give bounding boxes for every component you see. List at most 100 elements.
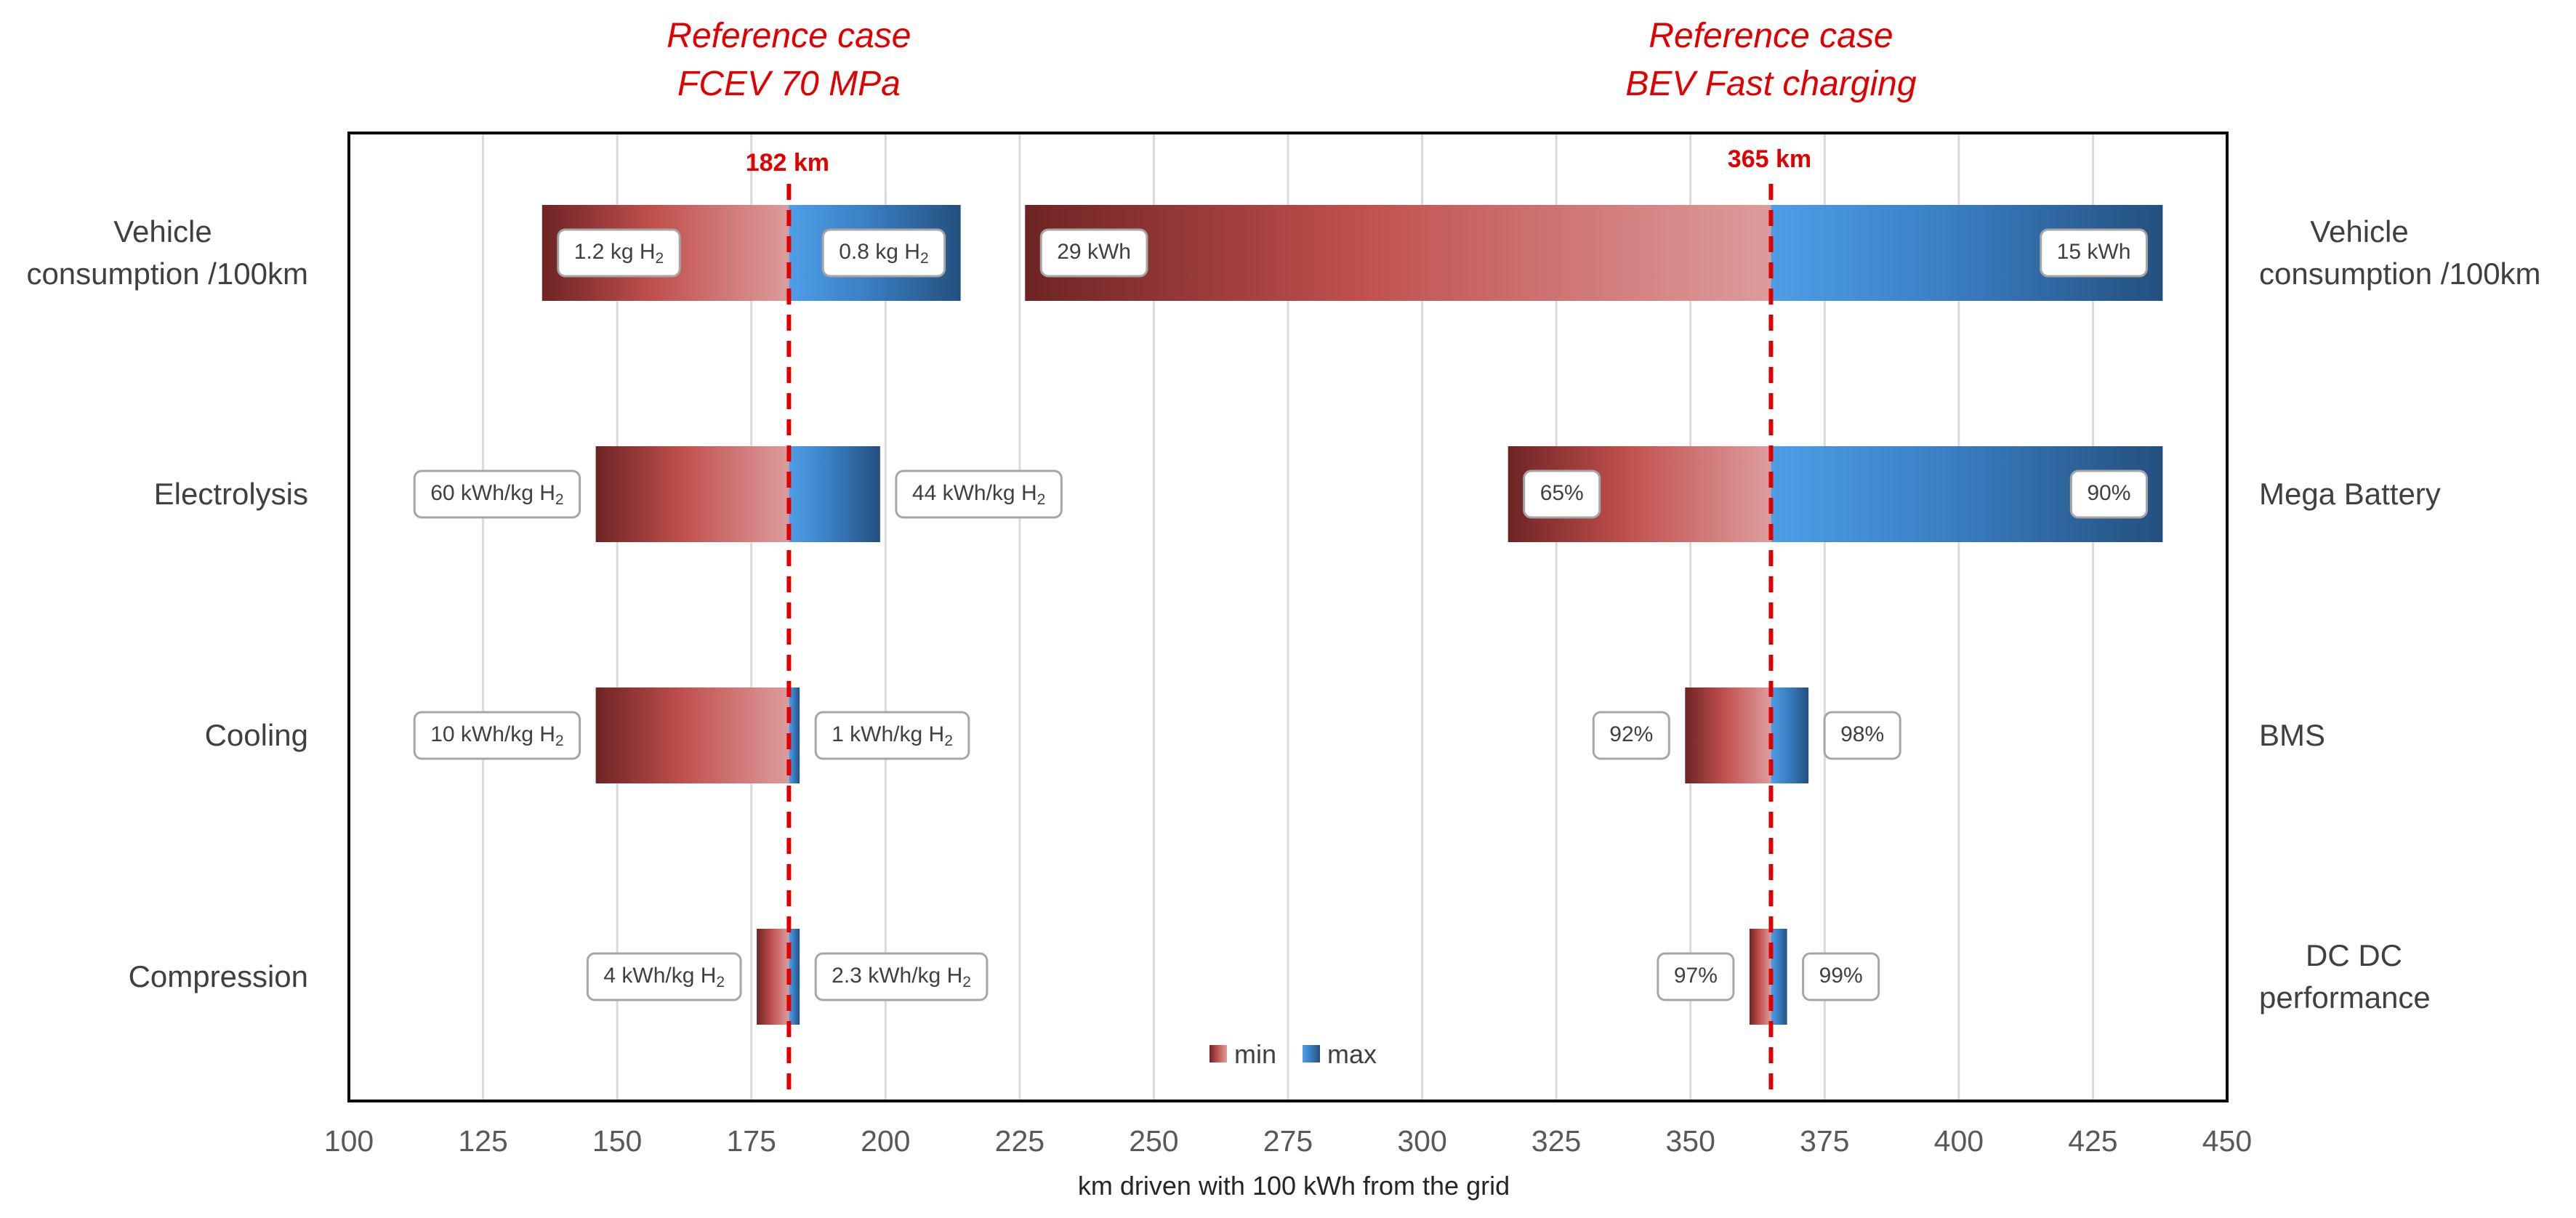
x-tick-label: 125	[458, 1124, 507, 1158]
x-tick-label: 200	[861, 1124, 910, 1158]
data-label-max: 99%	[1819, 964, 1863, 988]
data-label-min-box	[413, 469, 581, 519]
data-label-min-box	[413, 711, 581, 760]
bars	[542, 205, 2163, 1025]
data-label-max-box	[1802, 952, 1880, 1001]
data-label-min-group: 1.2 kg H2​	[557, 228, 681, 278]
x-tick-label: 375	[1800, 1124, 1849, 1158]
bar-max	[1771, 687, 1809, 783]
data-label-max: 98%	[1840, 722, 1884, 746]
bar-max	[1771, 929, 1787, 1025]
category-label: BMS	[2259, 718, 2325, 752]
data-label-min: 97%	[1674, 964, 1718, 988]
bar-max	[789, 929, 800, 1025]
bar-min	[595, 687, 789, 783]
category-label: performance	[2259, 980, 2431, 1015]
data-label-min-group: 4 kWh/kg H2​	[586, 952, 742, 1001]
x-tick-label: 175	[727, 1124, 776, 1158]
category-label: Vehicle	[113, 214, 212, 249]
reference-lines: 182 km Reference case FCEV 70 MPa 365 km Ref…	[667, 17, 1917, 1101]
x-tick-label: 450	[2202, 1124, 2252, 1158]
data-label-max-box	[2069, 469, 2148, 519]
plot-frame	[347, 132, 2229, 1102]
data-label-min: 29 kWh	[1057, 240, 1131, 264]
data-label-max-group: 15 kWh	[2040, 228, 2148, 278]
data-label-min-box	[557, 228, 681, 278]
data-label-max: 0.8 kg H2​	[839, 240, 928, 267]
category-label: DC DC	[2306, 938, 2402, 972]
data-label-min-group: 10 kWh/kg H2​	[413, 711, 581, 760]
data-label-min: 1.2 kg H2​	[574, 240, 664, 267]
data-label-min-group: 60 kWh/kg H2​	[413, 469, 581, 519]
x-tick-label: 275	[1263, 1124, 1313, 1158]
data-label-min-group: 97%	[1657, 952, 1735, 1001]
reference-title: Reference case	[667, 17, 911, 55]
data-label-min: 65%	[1540, 481, 1584, 505]
reference-subtitle: BEV Fast charging	[1625, 65, 1917, 103]
data-label-max: 15 kWh	[2057, 240, 2131, 264]
data-label-max-box	[814, 952, 989, 1001]
data-label-max-box	[814, 711, 970, 760]
data-label-min-group: 65%	[1523, 469, 1601, 519]
legend-swatch-min	[1209, 1045, 1227, 1062]
bar-max	[789, 687, 800, 783]
data-label-max: 1 kWh/kg H2​	[832, 722, 953, 749]
data-label-max: 44 kWh/kg H2​	[912, 481, 1045, 508]
category-label: consumption /100km	[26, 257, 308, 291]
x-tick-label: 425	[2068, 1124, 2117, 1158]
data-label-max: 2.3 kWh/kg H2​	[832, 964, 971, 991]
data-label-min-box	[1592, 711, 1670, 760]
bar-max	[789, 446, 880, 542]
legend: min max	[1209, 1039, 1377, 1069]
data-labels: 1.2 kg H2​ 0.8 kg H2​ Vehicle consumption /…	[26, 214, 2540, 1015]
data-label-max-box	[1823, 711, 1901, 760]
bar-min	[1749, 929, 1771, 1025]
reference-subtitle: FCEV 70 MPa	[677, 65, 901, 103]
data-label-min-box	[1657, 952, 1735, 1001]
data-label-max-group: 2.3 kWh/kg H2​	[814, 952, 989, 1001]
category-label: Vehicle	[2310, 214, 2408, 249]
data-label-max-box	[2040, 228, 2148, 278]
reference-value-label: 182 km	[746, 149, 829, 177]
data-label-min: 60 kWh/kg H2​	[430, 481, 563, 508]
axes: 100 125 150 175 200 225 250 275 300 325 350 375 400 4…	[324, 1124, 2252, 1201]
x-tick-label: 300	[1397, 1124, 1446, 1158]
data-label-min-group: 92%	[1592, 711, 1670, 760]
category-label: Electrolysis	[154, 477, 308, 511]
bar-min	[595, 446, 789, 542]
legend-label-max: max	[1327, 1039, 1377, 1069]
bar-min	[1025, 205, 1771, 301]
reference-value-label: 365 km	[1728, 145, 1811, 173]
data-label-min: 92%	[1609, 722, 1653, 746]
data-label-max-group: 90%	[2069, 469, 2148, 519]
data-label-min-box	[1523, 469, 1601, 519]
x-tick-label: 250	[1129, 1124, 1178, 1158]
x-tick-label: 225	[995, 1124, 1045, 1158]
data-label-min-box	[1039, 228, 1148, 278]
data-label-min-box	[586, 952, 742, 1001]
data-label-max-box	[895, 469, 1063, 519]
x-tick-label: 325	[1531, 1124, 1581, 1158]
category-label: Mega Battery	[2259, 477, 2441, 511]
data-label-max-group: 1 kWh/kg H2​	[814, 711, 970, 760]
data-label-min: 10 kWh/kg H2​	[430, 722, 563, 749]
legend-label-min: min	[1234, 1039, 1276, 1069]
data-label-max-group: 0.8 kg H2​	[821, 228, 946, 278]
category-label: Cooling	[205, 718, 308, 752]
data-label-max: 90%	[2087, 481, 2130, 505]
x-tick-label: 400	[1934, 1124, 1984, 1158]
data-label-max-group: 44 kWh/kg H2​	[895, 469, 1063, 519]
x-axis-label: km driven with 100 kWh from the grid	[1078, 1171, 1510, 1201]
category-label: Compression	[129, 959, 308, 993]
data-label-max-group: 99%	[1802, 952, 1880, 1001]
bar-min	[1685, 687, 1771, 783]
reference-title: Reference case	[1649, 17, 1893, 55]
x-tick-label: 350	[1666, 1124, 1715, 1158]
x-tick-label: 150	[592, 1124, 642, 1158]
data-label-min: 4 kWh/kg H2​	[603, 964, 725, 991]
legend-swatch-max	[1303, 1045, 1320, 1062]
data-label-max-group: 98%	[1823, 711, 1901, 760]
data-label-max-box	[821, 228, 946, 278]
category-label: consumption /100km	[2259, 257, 2541, 291]
